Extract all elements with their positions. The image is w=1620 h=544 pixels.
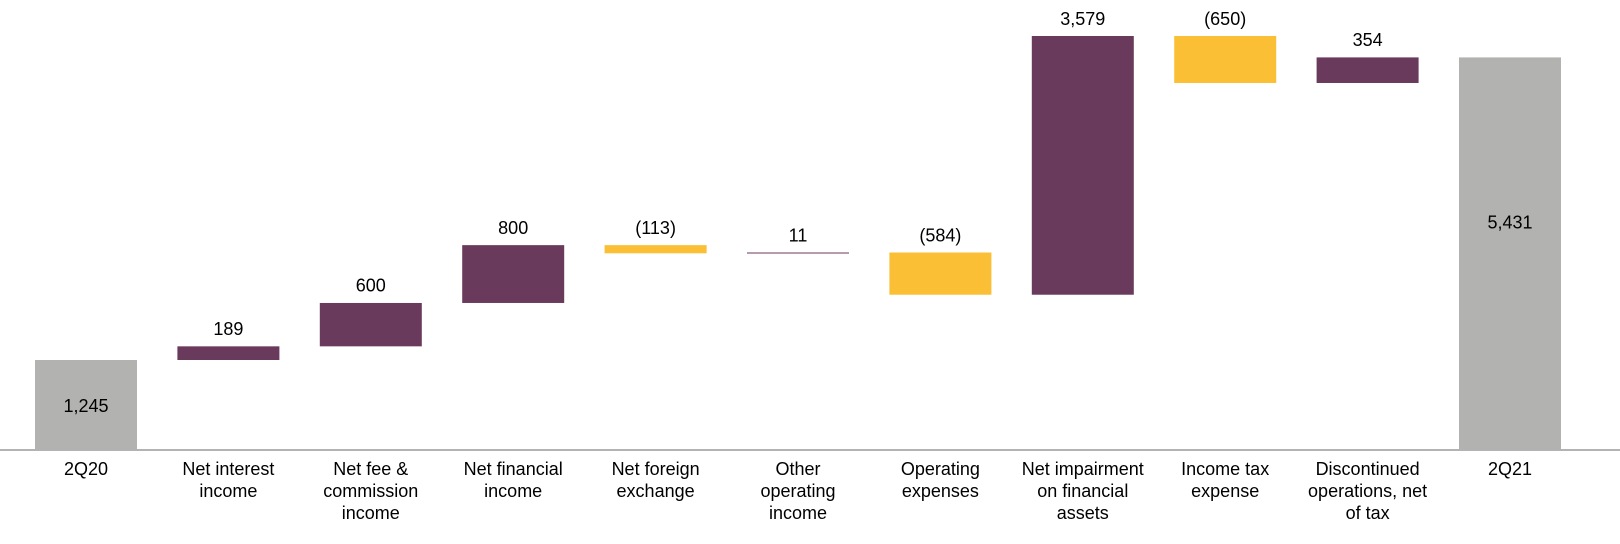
x-tick-label: Net impairment on financial assets: [1021, 459, 1144, 523]
value-label: 600: [356, 276, 386, 296]
x-tick-label: 2Q21: [1487, 459, 1533, 479]
bar: [319, 302, 422, 347]
value-label: (113): [635, 218, 676, 238]
x-tick-label: 2Q20: [63, 459, 109, 479]
bar: [604, 245, 707, 254]
x-tick-label: Other operating income: [760, 459, 836, 523]
x-tick-label: Discontinued operations, net of tax: [1308, 459, 1428, 523]
x-tick-label: Income tax expense: [1181, 459, 1270, 501]
x-tick-label: Net fee & commission income: [323, 459, 419, 523]
value-label: (584): [919, 225, 961, 245]
bar: [1459, 57, 1561, 451]
bar: [1031, 36, 1134, 295]
bar: [747, 252, 849, 254]
value-label: 11: [789, 225, 808, 245]
value-label: (650): [1204, 9, 1246, 29]
bar: [1316, 57, 1419, 83]
bar: [1174, 36, 1277, 83]
value-label: 800: [498, 218, 528, 238]
x-tick-label: Operating expenses: [900, 459, 980, 501]
value-label: 354: [1353, 30, 1383, 50]
bar: [462, 245, 565, 303]
value-label: 3,579: [1060, 9, 1105, 29]
value-label: 1,245: [63, 396, 108, 416]
bar: [35, 360, 137, 450]
bar: [177, 346, 280, 360]
value-label: 5,431: [1487, 212, 1532, 232]
bar: [889, 252, 992, 295]
x-tick-label: Net foreign exchange: [611, 459, 700, 501]
x-tick-label: Net interest income: [182, 459, 275, 501]
value-label: 189: [213, 319, 243, 339]
x-tick-label: Net financial income: [463, 459, 563, 501]
